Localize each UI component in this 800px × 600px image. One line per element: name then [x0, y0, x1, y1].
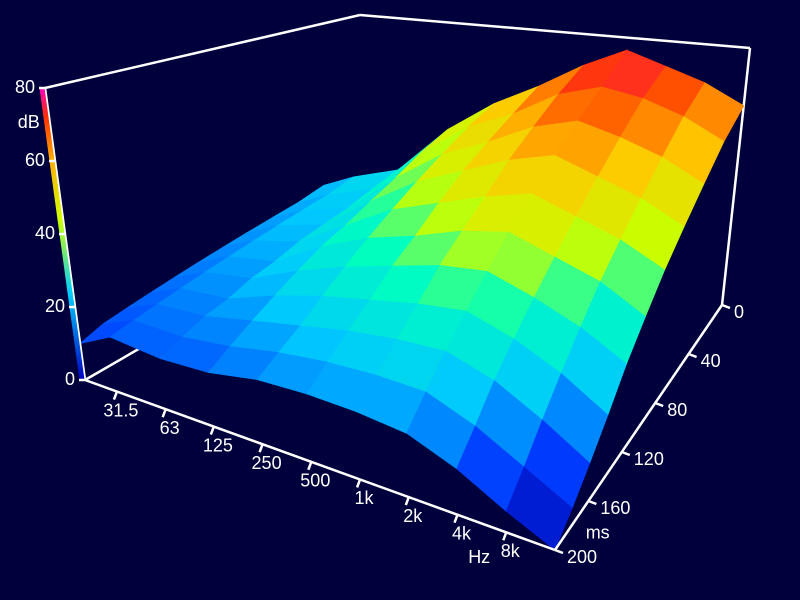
- z-tick-label: 20: [45, 296, 65, 316]
- y-tick-label: 200: [567, 547, 597, 567]
- y-axis-label: ms: [586, 522, 610, 542]
- x-tick-label: 500: [300, 471, 330, 491]
- y-tick-label: 160: [600, 498, 630, 518]
- x-axis-label: Hz: [468, 547, 490, 567]
- x-tick: [161, 408, 167, 418]
- x-tick-label: 4k: [452, 523, 472, 543]
- y-tick: [587, 499, 597, 506]
- box-edge: [553, 304, 724, 551]
- x-tick-label: 2k: [403, 506, 423, 526]
- x-tick: [453, 514, 459, 524]
- y-tick-label: 0: [734, 302, 744, 322]
- z-axis-label: dB: [18, 112, 40, 132]
- x-tick: [209, 426, 216, 436]
- z-tick-label: 40: [35, 223, 55, 243]
- y-tick: [654, 401, 664, 408]
- y-tick: [554, 548, 564, 555]
- z-tick-label: 80: [15, 77, 35, 97]
- x-tick-label: 31.5: [103, 400, 138, 420]
- y-tick: [721, 303, 731, 310]
- x-tick-label: 63: [160, 418, 180, 438]
- x-tick: [355, 479, 362, 488]
- z-tick-label: 60: [25, 150, 45, 170]
- x-tick-label: 8k: [501, 541, 521, 561]
- x-tick: [502, 531, 508, 541]
- y-tick: [621, 450, 631, 457]
- x-tick: [307, 461, 313, 471]
- x-tick: [112, 391, 119, 400]
- box-edge: [359, 13, 751, 50]
- x-tick-label: 125: [203, 435, 233, 455]
- box-edge: [84, 378, 556, 552]
- y-tick: [688, 352, 698, 359]
- x-tick: [404, 496, 410, 506]
- box-edge: [720, 47, 752, 306]
- y-tick-label: 40: [701, 351, 721, 371]
- y-tick-label: 80: [667, 400, 687, 420]
- box-edge: [44, 13, 361, 90]
- y-tick-label: 120: [634, 449, 664, 469]
- x-tick-label: 1k: [355, 488, 375, 508]
- x-tick: [258, 443, 264, 453]
- x-tick-label: 250: [252, 453, 282, 473]
- z-tick-label: 0: [65, 369, 75, 389]
